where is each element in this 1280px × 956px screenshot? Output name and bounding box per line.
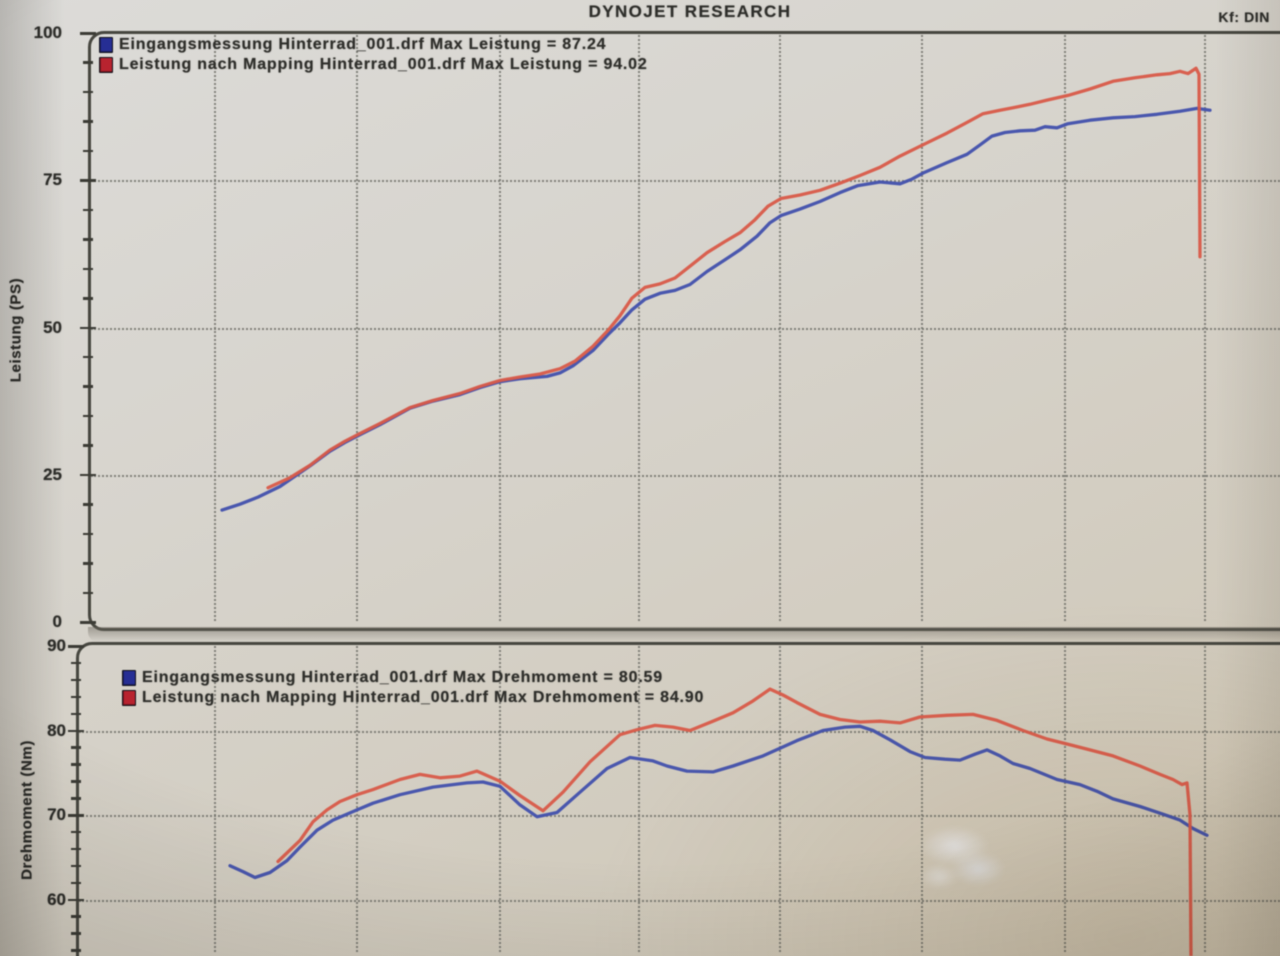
- legend-label: Leistung nach Mapping Hinterrad_001.drf …: [142, 689, 705, 706]
- page-title: DYNOJET RESEARCH: [588, 2, 792, 21]
- y-axis-minor-tick: [83, 385, 93, 388]
- kf-din-label: Kf: DIN: [1218, 9, 1270, 25]
- y-axis-minor-tick: [83, 90, 93, 94]
- y-axis-minor-tick: [71, 746, 81, 749]
- y-axis-minor-tick: [71, 864, 81, 868]
- y-axis-minor-tick: [83, 503, 93, 506]
- legend-label: Eingangsmessung Hinterrad_001.drf Max Dr…: [142, 669, 663, 686]
- y-axis-tick-label: 60: [47, 889, 66, 909]
- y-axis-minor-tick: [83, 297, 93, 300]
- y-axis-minor-tick: [71, 847, 81, 851]
- vertical-gridline: [921, 646, 923, 952]
- y-axis-minor-tick: [83, 591, 93, 595]
- y-axis-minor-tick: [83, 61, 93, 64]
- y-axis-major-tick: [68, 645, 84, 648]
- y-axis-minor-tick: [71, 830, 81, 834]
- y-axis-major-tick: [80, 179, 96, 182]
- legend-color-swatch: [99, 57, 113, 73]
- y-axis-tick-label: 90: [47, 636, 66, 655]
- legend-color-swatch: [99, 37, 113, 53]
- horizontal-gridline: [91, 180, 1280, 183]
- legend-color-swatch: [122, 670, 136, 686]
- legend-item: Eingangsmessung Hinterrad_001.drf Max Le…: [99, 36, 606, 54]
- vertical-gridline: [779, 646, 781, 952]
- y-axis-minor-tick: [83, 267, 93, 271]
- legend-label: Eingangsmessung Hinterrad_001.drf Max Le…: [119, 36, 607, 53]
- y-axis-minor-tick: [71, 915, 81, 918]
- y-axis-minor-tick: [83, 444, 93, 447]
- y-axis-minor-tick: [83, 562, 93, 565]
- y-axis-minor-tick: [71, 780, 81, 783]
- y-axis-minor-tick: [71, 763, 81, 766]
- y-axis-tick-label: 80: [47, 720, 66, 740]
- y-axis-minor-tick: [71, 695, 81, 699]
- y-axis-minor-tick: [71, 712, 81, 716]
- y-axis-tick-label: 25: [43, 464, 62, 484]
- y-axis-minor-tick: [71, 949, 81, 952]
- y-axis-major-tick: [68, 898, 84, 901]
- y-axis-tick-label: 50: [43, 317, 62, 337]
- horizontal-gridline: [79, 815, 1280, 817]
- horizontal-gridline: [91, 327, 1280, 330]
- y-axis-minor-tick: [83, 532, 93, 536]
- y-axis-minor-tick: [71, 661, 81, 665]
- horizontal-gridline: [91, 474, 1280, 477]
- horizontal-gridline: [79, 730, 1280, 733]
- vertical-gridline: [1204, 646, 1206, 952]
- legend-item: Eingangsmessung Hinterrad_001.drf Max Dr…: [122, 669, 663, 687]
- legend-label: Leistung nach Mapping Hinterrad_001.drf …: [119, 56, 648, 73]
- y-axis-minor-tick: [71, 678, 81, 682]
- horizontal-gridline: [79, 899, 1280, 902]
- y-axis-major-tick: [68, 814, 84, 817]
- legend-item: Leistung nach Mapping Hinterrad_001.drf …: [99, 56, 648, 74]
- vertical-gridline: [214, 646, 216, 952]
- y-axis-tick-label: 75: [43, 170, 62, 190]
- y-axis-tick-label: 70: [47, 805, 66, 824]
- y-axis-minor-tick: [71, 881, 81, 885]
- vertical-gridline: [1064, 646, 1066, 952]
- y-axis-major-tick: [68, 729, 84, 732]
- chart-frame: [88, 31, 1280, 631]
- y-axis-major-tick: [80, 326, 96, 329]
- y-axis-major-tick: [80, 473, 96, 477]
- y-axis-minor-tick: [71, 797, 81, 800]
- y-axis-major-tick: [80, 32, 96, 35]
- y-axis-minor-tick: [83, 149, 93, 153]
- y-axis-minor-tick: [83, 414, 93, 418]
- chart-frame-shadow: [88, 627, 1280, 642]
- y-axis-minor-tick: [71, 932, 81, 935]
- y-axis-minor-tick: [83, 120, 93, 123]
- y-axis-minor-tick: [83, 355, 93, 359]
- y-axis-minor-tick: [83, 238, 93, 241]
- y-axis-tick-label: 0: [52, 612, 62, 631]
- y-axis-minor-tick: [83, 208, 93, 212]
- legend-color-swatch: [122, 690, 136, 706]
- legend-item: Leistung nach Mapping Hinterrad_001.drf …: [122, 689, 704, 707]
- y-axis-major-tick: [80, 621, 96, 624]
- y-axis-tick-label: 100: [33, 23, 62, 42]
